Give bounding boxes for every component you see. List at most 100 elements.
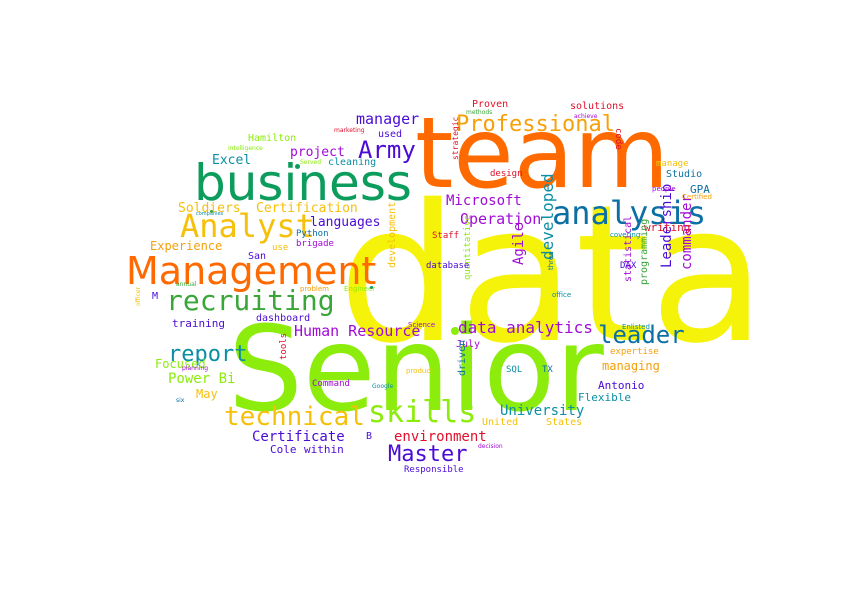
word-96: Served bbox=[300, 159, 322, 166]
word-91: annual bbox=[176, 281, 197, 288]
word-62: Staff bbox=[432, 231, 460, 241]
word-77: tools bbox=[279, 332, 289, 360]
word-59: strategic bbox=[451, 116, 460, 160]
word-40: Cole bbox=[270, 443, 297, 456]
word-69: database bbox=[426, 261, 470, 271]
word-65: office bbox=[552, 291, 572, 299]
word-70: brigade bbox=[296, 239, 334, 249]
word-43: States bbox=[546, 417, 583, 428]
word-29: Soldiers bbox=[178, 201, 241, 216]
word-74: dashboard bbox=[256, 313, 311, 324]
word-88: Google bbox=[372, 383, 394, 390]
word-99: companies bbox=[196, 211, 224, 217]
word-75: M bbox=[152, 291, 159, 302]
word-6: Analyst bbox=[180, 207, 315, 245]
word-97: methods bbox=[466, 109, 493, 116]
word-86: problem bbox=[300, 285, 329, 293]
word-57: design bbox=[490, 169, 523, 179]
word-47: Studio bbox=[666, 169, 703, 180]
word-85: Engineer bbox=[344, 285, 376, 293]
word-53: used bbox=[378, 129, 403, 140]
word-8: skills bbox=[368, 395, 477, 430]
word-56: code bbox=[613, 128, 623, 150]
word-37: Flexible bbox=[578, 391, 631, 404]
word-9: technical bbox=[224, 402, 365, 432]
word-95: marketing bbox=[334, 127, 365, 134]
word-50: expertise bbox=[610, 347, 659, 357]
word-27: Power Bi bbox=[168, 371, 236, 387]
word-92: officer bbox=[135, 287, 142, 306]
word-73: San bbox=[248, 251, 267, 262]
word-94: intelligence bbox=[228, 145, 263, 152]
word-13: Master bbox=[388, 442, 468, 467]
word-1: Senior bbox=[228, 300, 604, 438]
word-64: DAX bbox=[620, 261, 637, 271]
word-20: developed bbox=[538, 173, 557, 260]
dot-1 bbox=[451, 327, 459, 335]
word-84: Science bbox=[408, 321, 436, 329]
word-81: TX bbox=[542, 365, 553, 375]
word-63: covering bbox=[610, 231, 641, 239]
word-72: use bbox=[272, 243, 289, 253]
word-39: May bbox=[196, 387, 218, 401]
word-16: Human Resource bbox=[294, 322, 421, 340]
word-49: statistical bbox=[623, 215, 634, 282]
word-10: Professional bbox=[456, 112, 615, 137]
word-12: report bbox=[168, 342, 248, 367]
word-14: leader bbox=[598, 321, 685, 349]
word-33: Excel bbox=[212, 153, 252, 168]
word-26: environment bbox=[394, 429, 487, 445]
word-41: within bbox=[304, 443, 344, 456]
word-42: Responsible bbox=[404, 465, 464, 475]
word-25: Certificate bbox=[252, 429, 345, 445]
word-38: Antonio bbox=[598, 379, 645, 392]
word-76: July bbox=[456, 339, 481, 350]
word-80: SQL bbox=[506, 365, 523, 375]
word-51: Hamilton bbox=[248, 133, 297, 144]
word-18: manager bbox=[356, 110, 420, 128]
word-61: Certified bbox=[682, 193, 712, 201]
word-36: managing bbox=[602, 359, 660, 373]
dot-2 bbox=[370, 286, 373, 289]
word-60: people bbox=[652, 185, 676, 193]
dot-3 bbox=[210, 210, 213, 213]
word-90: six bbox=[176, 397, 185, 404]
word-93: decision bbox=[478, 443, 503, 450]
word-5: analysis bbox=[552, 194, 707, 232]
word-45: writing bbox=[644, 221, 691, 234]
word-58: manage bbox=[656, 159, 689, 169]
word-35: training bbox=[172, 317, 225, 330]
word-79: driven bbox=[457, 339, 468, 376]
word-30: Certification bbox=[256, 201, 358, 216]
word-4: Management bbox=[126, 249, 377, 293]
word-15: data analytics bbox=[458, 318, 593, 337]
word-2: team bbox=[415, 97, 670, 211]
word-19: Agile bbox=[511, 222, 527, 265]
word-7: recruiting bbox=[166, 284, 335, 317]
word-78: Command bbox=[312, 379, 350, 389]
word-32: project bbox=[290, 145, 345, 160]
word-0: data bbox=[338, 164, 766, 385]
word-68: development bbox=[387, 201, 398, 268]
word-24: University bbox=[500, 403, 585, 419]
word-83: Enlisted bbox=[622, 323, 650, 331]
dot-0 bbox=[295, 164, 300, 169]
word-44: United bbox=[482, 417, 519, 428]
word-71: Python bbox=[296, 229, 329, 239]
word-48: programming bbox=[639, 218, 650, 285]
word-3: business bbox=[194, 154, 412, 212]
word-98: achieve bbox=[574, 113, 598, 120]
word-66: three bbox=[547, 251, 555, 270]
word-54: Proven bbox=[472, 99, 509, 110]
word-52: cleaning bbox=[328, 157, 377, 168]
word-17: Operation bbox=[460, 210, 542, 228]
word-11: Army bbox=[358, 136, 416, 164]
word-31: languages bbox=[310, 215, 381, 230]
word-89: planning bbox=[182, 365, 209, 372]
word-23: Microsoft bbox=[446, 193, 522, 209]
word-87: product bbox=[406, 367, 433, 375]
word-82: B bbox=[366, 431, 373, 442]
word-34: Experience bbox=[150, 239, 223, 253]
word-46: GPA bbox=[690, 183, 710, 196]
word-55: solutions bbox=[570, 101, 625, 112]
